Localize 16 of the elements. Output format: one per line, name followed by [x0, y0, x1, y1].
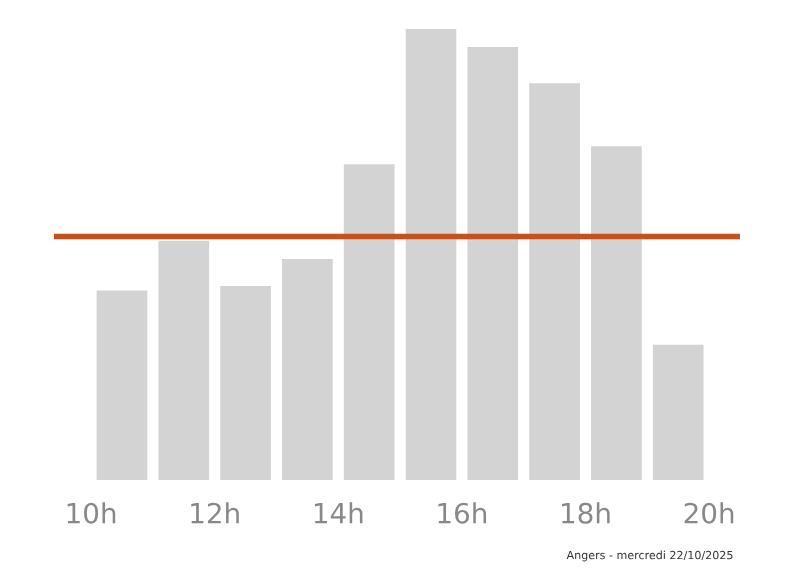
bar [343, 164, 395, 480]
bar [529, 83, 580, 480]
bar [591, 146, 642, 480]
x-tick-label: 10h [67, 502, 116, 524]
bar [652, 344, 704, 480]
x-tick-label: 12h [191, 502, 239, 524]
x-tick-label: 14h [314, 502, 363, 524]
bar [282, 259, 333, 480]
x-tick-label: 16h [438, 502, 487, 524]
bar [96, 290, 148, 480]
bar [158, 240, 210, 480]
x-tick-label: 20h [684, 502, 734, 524]
bar [405, 29, 457, 480]
bar [467, 47, 519, 480]
bar [220, 286, 271, 480]
x-tick-label: 18h [562, 502, 610, 524]
